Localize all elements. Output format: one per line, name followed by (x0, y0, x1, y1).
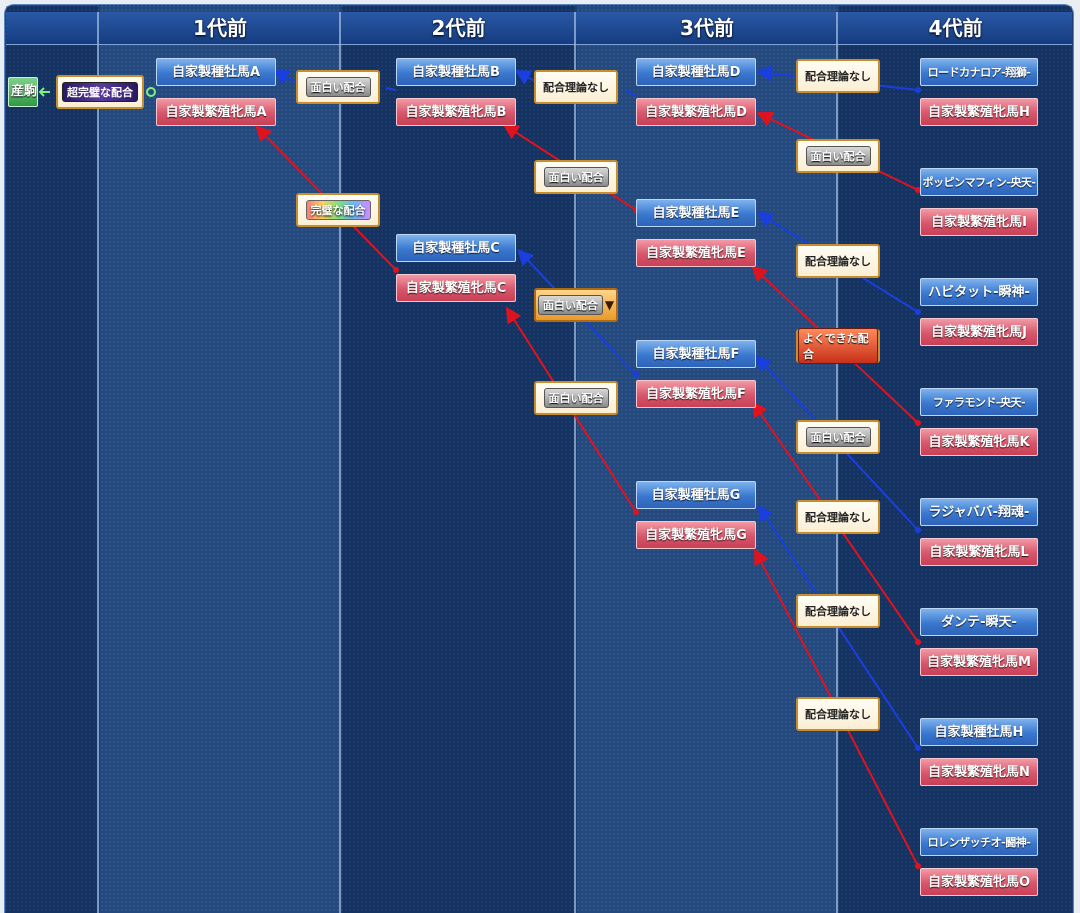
generation-label-2: 2代前 (431, 16, 486, 40)
dam-box[interactable]: 自家製繁殖牝馬I (920, 208, 1038, 236)
mating-rating: 配合理論なし (543, 81, 609, 94)
mating-badge[interactable]: 配合理論なし (796, 594, 880, 628)
generation-label-3: 3代前 (680, 16, 734, 40)
mating-rating: 配合理論なし (805, 708, 871, 721)
sire-box[interactable]: 自家製種牡馬E (636, 199, 756, 227)
column-divider (339, 12, 341, 913)
sire-box[interactable]: ロレンザッチオ-闘神- (920, 828, 1038, 856)
sire-box[interactable]: 自家製種牡馬A (156, 58, 276, 86)
dam-box[interactable]: 自家製繁殖牝馬L (920, 538, 1038, 566)
mating-dropdown[interactable]: 面白い配合 ▼ (534, 288, 618, 322)
generation-header-bar (6, 12, 1072, 45)
mating-rating: 完璧な配合 (305, 200, 371, 220)
generation-label-1: 1代前 (193, 16, 247, 40)
column-divider (574, 12, 576, 913)
sire-box[interactable]: 自家製種牡馬H (920, 718, 1038, 746)
dam-box[interactable]: 自家製繁殖牝馬F (636, 380, 756, 408)
sire-box[interactable]: ポッピンマフィン-央天- (920, 168, 1038, 196)
sire-line (385, 87, 397, 91)
mating-badge[interactable]: よくできた配合 (796, 328, 880, 364)
sire-box[interactable]: ハビタット-瞬神- (920, 278, 1038, 306)
column-divider (836, 12, 838, 913)
sire-box[interactable]: 自家製種牡馬B (396, 58, 516, 86)
dam-box[interactable]: 自家製繁殖牝馬E (636, 239, 756, 267)
link-node-icon (146, 87, 156, 97)
mating-badge[interactable]: 面白い配合 (796, 420, 880, 454)
mating-rating: よくできた配合 (798, 328, 878, 364)
mating-rating: 配合理論なし (805, 70, 871, 83)
mating-rating: 配合理論なし (805, 605, 871, 618)
dam-box[interactable]: 自家製繁殖牝馬M (920, 648, 1038, 676)
dam-box[interactable]: 自家製繁殖牝馬A (156, 98, 276, 126)
dam-box[interactable]: 自家製繁殖牝馬H (920, 98, 1038, 126)
mating-badge[interactable]: 配合理論なし (796, 59, 880, 93)
mating-badge[interactable]: 配合理論なし (796, 244, 880, 278)
mating-badge[interactable]: 面白い配合 (534, 160, 618, 194)
mating-rating: 面白い配合 (805, 427, 871, 447)
dam-box[interactable]: 自家製繁殖牝馬C (396, 274, 516, 302)
mating-badge[interactable]: 配合理論なし (534, 70, 618, 104)
column-band-1 (100, 6, 340, 913)
mating-badge[interactable]: 面白い配合 (796, 139, 880, 173)
sire-box[interactable]: 自家製種牡馬C (396, 234, 516, 262)
mating-badge[interactable]: 超完璧な配合 (56, 75, 144, 109)
sire-box[interactable]: ファラモンド-央天- (920, 388, 1038, 416)
mating-badge[interactable]: 面白い配合 (296, 70, 380, 104)
dam-box[interactable]: 自家製繁殖牝馬B (396, 98, 516, 126)
sire-box[interactable]: 自家製種牡馬D (636, 58, 756, 86)
mating-badge[interactable]: 配合理論なし (796, 500, 880, 534)
mating-rating: 面白い配合 (305, 77, 371, 97)
column-divider (97, 12, 99, 913)
mating-rating: 面白い配合 (543, 388, 609, 408)
sire-box[interactable]: ダンテ-瞬天- (920, 608, 1038, 636)
generation-label-4: 4代前 (928, 16, 983, 40)
column-band-foal (6, 6, 98, 913)
sire-line (757, 504, 919, 749)
sire-box[interactable]: ロードカナロア-翔獅- (920, 58, 1038, 86)
column-band-2 (342, 6, 575, 913)
foal-arrow-icon (38, 87, 50, 97)
mating-rating: 配合理論なし (805, 255, 871, 268)
sire-box[interactable]: 自家製種牡馬G (636, 481, 756, 509)
dam-box[interactable]: 自家製繁殖牝馬D (636, 98, 756, 126)
mating-rating: 配合理論なし (805, 511, 871, 524)
foal-box[interactable]: 産駒 (8, 77, 38, 107)
dam-box[interactable]: 自家製繁殖牝馬N (920, 758, 1038, 786)
mating-badge[interactable]: 完璧な配合 (296, 193, 380, 227)
column-band-3 (577, 6, 837, 913)
mating-badge[interactable]: 配合理論なし (796, 697, 880, 731)
dam-box[interactable]: 自家製繁殖牝馬J (920, 318, 1038, 346)
pedigree-panel (4, 4, 1074, 913)
dam-box[interactable]: 自家製繁殖牝馬G (636, 521, 756, 549)
sire-box[interactable]: ラジャババ-翔魂- (920, 498, 1038, 526)
dam-box[interactable]: 自家製繁殖牝馬K (920, 428, 1038, 456)
mating-rating: 超完璧な配合 (62, 82, 138, 102)
sire-box[interactable]: 自家製種牡馬F (636, 340, 756, 368)
mating-rating: 面白い配合 (543, 167, 609, 187)
dam-box[interactable]: 自家製繁殖牝馬O (920, 868, 1038, 896)
sire-line (625, 89, 637, 97)
mating-rating: 面白い配合 (537, 295, 603, 315)
mating-badge[interactable]: 面白い配合 (534, 381, 618, 415)
mating-rating: 面白い配合 (805, 146, 871, 166)
dropdown-triangle-icon: ▼ (604, 298, 615, 312)
